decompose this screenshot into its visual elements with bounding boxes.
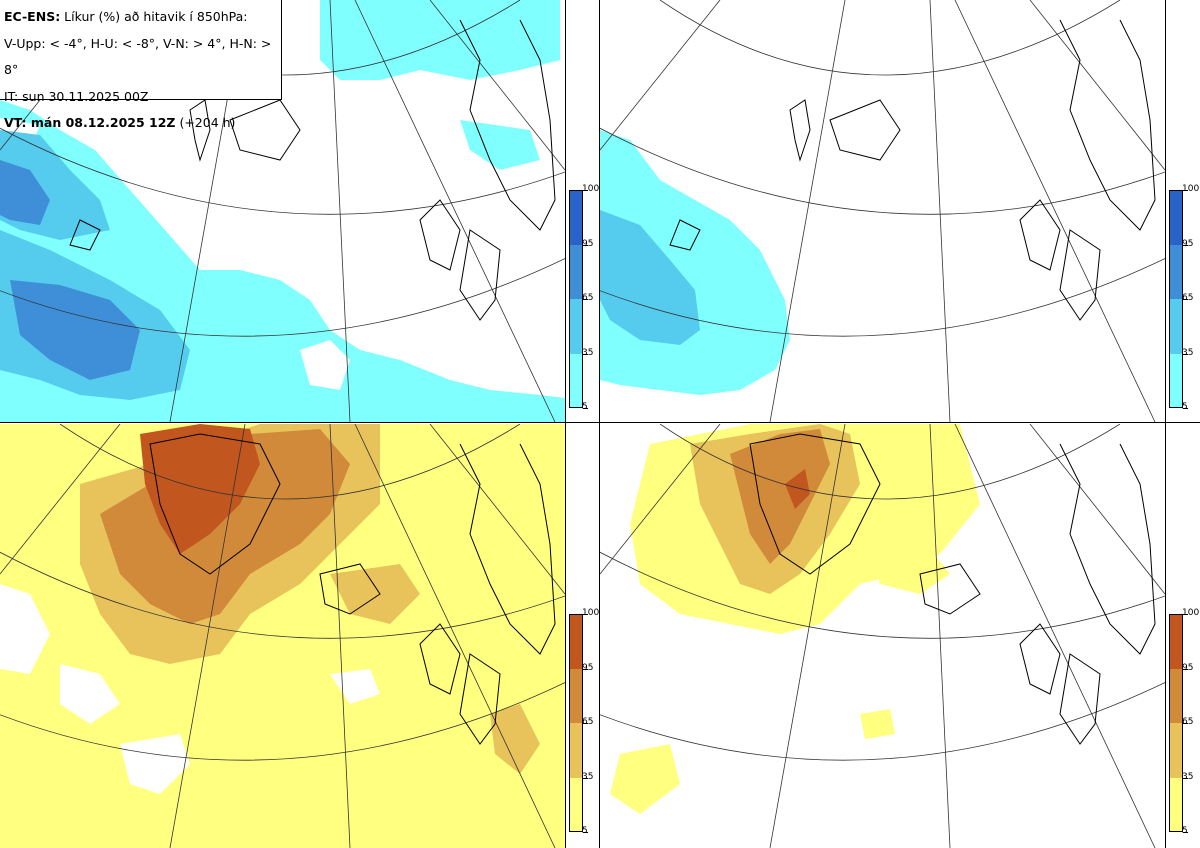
chart-info-box: EC-ENS: Líkur (%) að hitavik í 850hPa: V…: [0, 0, 282, 130]
colorbar-tick: [1183, 299, 1188, 300]
valid-time-label: VT: mán 08.12.2025 12Z: [4, 115, 176, 130]
colorbar-tick-label: 5: [1182, 402, 1188, 412]
colorbar-segment: [1169, 353, 1183, 408]
colorbar-frame: [1169, 190, 1183, 408]
initial-time-label: IT: sun 30.11.2025 00Z: [4, 88, 149, 104]
model-label: EC-ENS:: [4, 9, 61, 24]
divider-horizontal: [0, 422, 1200, 423]
colorbar-tick-label: 95: [582, 662, 594, 673]
colorbar-tick-label: 5: [582, 402, 588, 412]
colorbar-tick: [1183, 832, 1188, 833]
colorbar-tick-label: 35: [1182, 771, 1194, 782]
colorbar-tick: [583, 353, 588, 355]
colorbar-segment: [1169, 299, 1183, 354]
colorbar-tick: [583, 299, 588, 300]
divider-vertical-left: [565, 0, 566, 848]
probability-map-cold-4: [0, 0, 565, 422]
colorbar-tick: [1183, 244, 1188, 246]
colorbar-tick: [1183, 668, 1188, 670]
colorbar-segment: [569, 244, 583, 299]
colorbar-tick: [583, 614, 588, 615]
thresholds-label: V-Upp: < -4°, H-U: < -8°, V-N: > 4°, H-N…: [4, 35, 272, 78]
variable-label: Líkur (%) að hitavik í 850hPa:: [60, 9, 248, 24]
colorbar-segment: [1169, 777, 1183, 832]
shading-65-95: [0, 160, 50, 225]
colorbar-tick: [583, 244, 588, 246]
colorbar-tick: [583, 408, 588, 409]
colorbar-top-left: 100 95 65 35 5: [569, 185, 599, 412]
colorbar-tick: [1183, 353, 1188, 355]
colorbar-frame: [569, 614, 583, 832]
divider-vertical-right: [1165, 0, 1166, 848]
colorbar-tick: [1183, 408, 1188, 409]
colorbar-segment: [1169, 190, 1183, 245]
colorbar-bottom-left: 100 95 65 35 5: [569, 609, 599, 836]
colorbar-tick-label: 35: [582, 347, 594, 358]
colorbar-tick-label: 100: [582, 608, 600, 618]
colorbar-frame: [1169, 614, 1183, 832]
colorbar-tick: [1183, 777, 1188, 779]
colorbar-tick-label: 5: [582, 826, 588, 836]
map-panel-bottom-right: [600, 424, 1165, 848]
colorbar-tick: [1183, 723, 1188, 724]
divider-vertical-center: [599, 0, 600, 848]
colorbar-tick-label: 5: [1182, 826, 1188, 836]
colorbar-tick-label: 65: [1182, 293, 1194, 303]
colorbar-tick-label: 95: [582, 238, 594, 249]
probability-map-cold-8: [600, 0, 1165, 422]
colorbar-segment: [1169, 723, 1183, 778]
colorbar-tick-label: 65: [582, 717, 594, 727]
probability-map-warm-8: [600, 424, 1165, 848]
colorbar-tick-label: 35: [1182, 347, 1194, 358]
colorbar-tick: [583, 777, 588, 779]
colorbar-frame: [569, 190, 583, 408]
colorbar-tick: [583, 190, 588, 191]
shading-35-65: [600, 210, 700, 345]
colorbar-tick-label: 100: [582, 184, 600, 194]
shading-65-95: [730, 429, 830, 564]
colorbar-bottom-right: 100 95 65 35 5: [1169, 609, 1199, 836]
colorbar-segment: [1169, 244, 1183, 299]
lead-time-label: (+204 h): [175, 115, 236, 130]
colorbar-tick-label: 100: [1182, 184, 1200, 194]
map-panel-top-right: [600, 0, 1165, 422]
colorbar-segment: [569, 777, 583, 832]
colorbar-segment: [1169, 614, 1183, 669]
colorbar-segment: [569, 723, 583, 778]
colorbar-segment: [569, 190, 583, 245]
colorbar-segment: [569, 353, 583, 408]
colorbar-tick-label: 35: [582, 771, 594, 782]
colorbar-tick-label: 100: [1182, 608, 1200, 618]
shading-5-35: [320, 0, 560, 80]
colorbar-segment: [1169, 668, 1183, 723]
colorbar-tick: [1183, 190, 1188, 191]
colorbar-tick-label: 65: [582, 293, 594, 303]
colorbar-top-right: 100 95 65 35 5: [1169, 185, 1199, 412]
colorbar-tick-label: 95: [1182, 238, 1194, 249]
colorbar-segment: [569, 614, 583, 669]
probability-map-warm-4: [0, 424, 565, 848]
map-panel-top-left: EC-ENS: Líkur (%) að hitavik í 850hPa: V…: [0, 0, 565, 422]
colorbar-tick: [583, 668, 588, 670]
colorbar-tick: [583, 832, 588, 833]
colorbar-tick: [1183, 614, 1188, 615]
map-panel-bottom-left: [0, 424, 565, 848]
colorbar-tick-label: 95: [1182, 662, 1194, 673]
shading-95-100: [785, 469, 810, 509]
colorbar-tick: [583, 723, 588, 724]
colorbar-tick-label: 65: [1182, 717, 1194, 727]
colorbar-segment: [569, 299, 583, 354]
colorbar-segment: [569, 668, 583, 723]
